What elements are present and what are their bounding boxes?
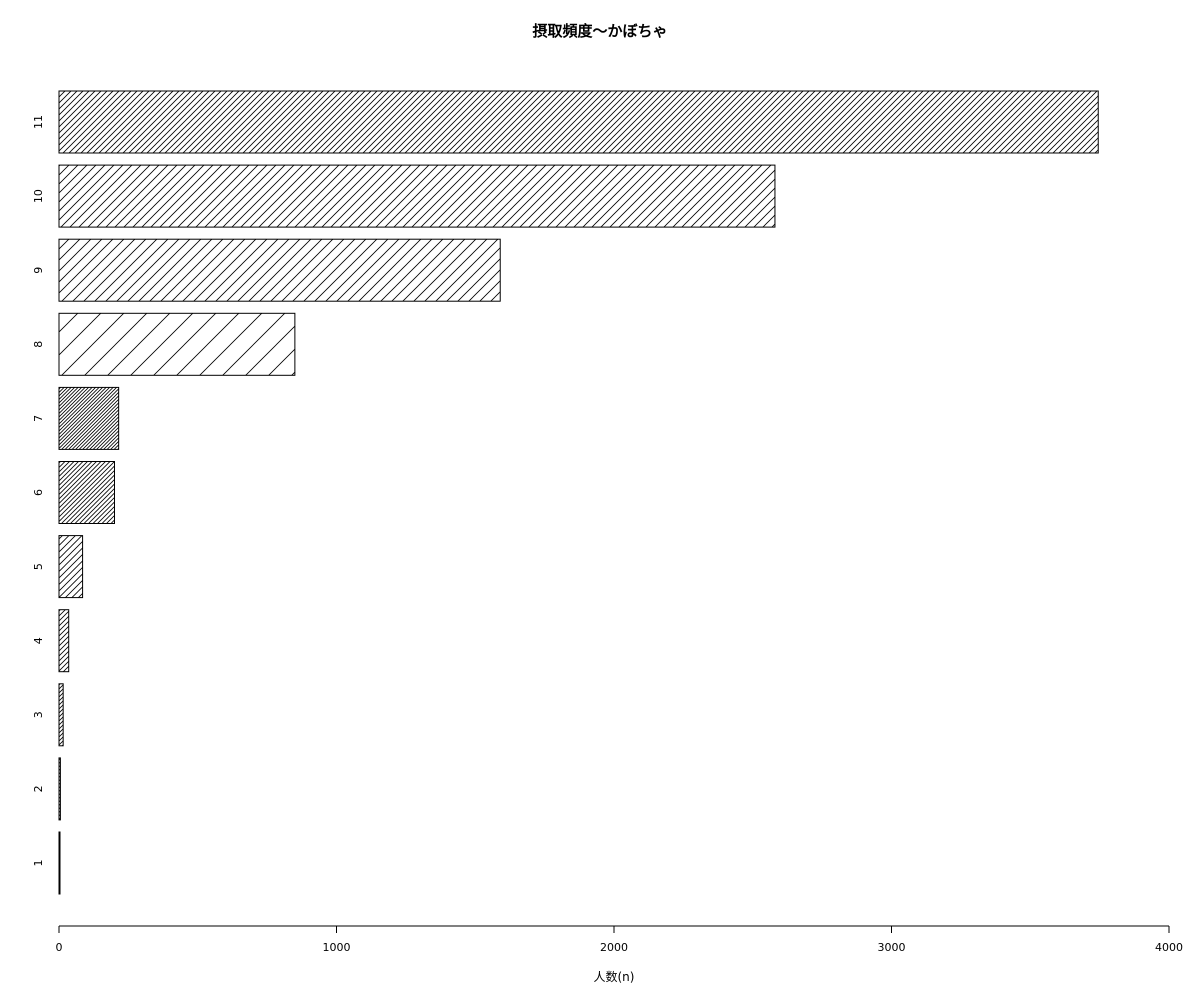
y-tick-label-9: 9 bbox=[32, 267, 45, 274]
bar-1 bbox=[58, 831, 61, 895]
bar-7 bbox=[58, 386, 120, 450]
x-axis-label: 人数(n) bbox=[593, 970, 635, 984]
y-tick-label-1: 1 bbox=[32, 860, 45, 867]
x-tick-label-1000: 1000 bbox=[323, 941, 351, 954]
bar-6 bbox=[58, 461, 115, 524]
y-tick-label-5: 5 bbox=[32, 563, 45, 570]
bar-3 bbox=[58, 683, 64, 747]
bar-5 bbox=[58, 535, 84, 599]
y-tick-label-8: 8 bbox=[32, 341, 45, 348]
x-tick-label-0: 0 bbox=[56, 941, 63, 954]
chart-title: 摂取頻度～かぼちゃ bbox=[532, 22, 668, 40]
bar-11 bbox=[58, 90, 1099, 154]
bar-8 bbox=[58, 312, 296, 376]
bar-10 bbox=[58, 164, 776, 228]
y-tick-label-4: 4 bbox=[32, 637, 45, 644]
bar-2 bbox=[58, 757, 61, 821]
x-tick-label-3000: 3000 bbox=[878, 941, 906, 954]
x-tick-label-2000: 2000 bbox=[600, 941, 628, 954]
y-tick-label-6: 6 bbox=[32, 489, 45, 496]
x-tick-label-4000: 4000 bbox=[1155, 941, 1183, 954]
y-tick-label-2: 2 bbox=[32, 785, 45, 792]
y-tick-label-3: 3 bbox=[32, 711, 45, 718]
y-tick-label-7: 7 bbox=[32, 415, 45, 422]
y-tick-label-11: 11 bbox=[32, 115, 45, 129]
bar-9 bbox=[58, 238, 501, 302]
bar-4 bbox=[58, 609, 70, 673]
y-tick-label-10: 10 bbox=[32, 189, 45, 203]
